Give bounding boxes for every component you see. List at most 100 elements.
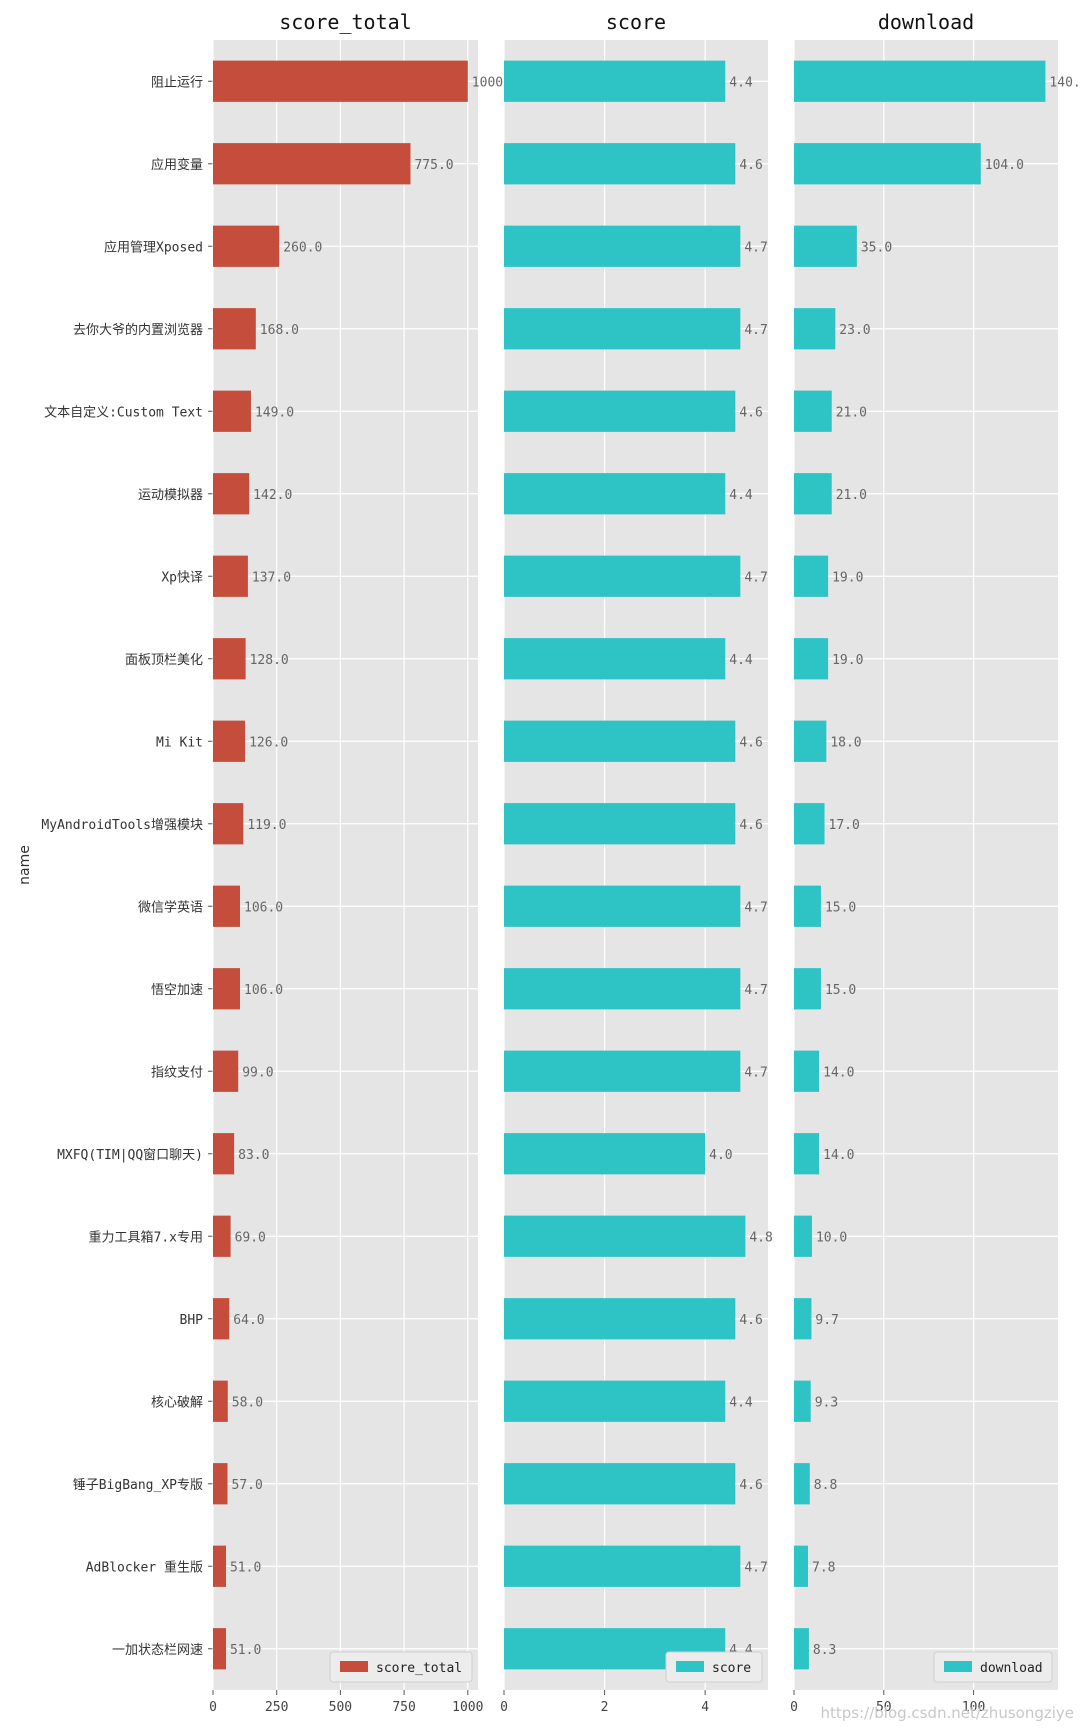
bar-score_total	[213, 1050, 239, 1092]
bar-download	[794, 1215, 812, 1257]
bar-score	[504, 885, 741, 927]
legend-box	[933, 1651, 1053, 1683]
value-label: 4.6	[739, 818, 762, 833]
bar-download	[794, 1545, 809, 1587]
bar-score	[504, 1215, 746, 1257]
value-label: 4.4	[729, 1395, 753, 1410]
x-tick-label: 1000	[452, 1700, 483, 1715]
panel-background	[794, 40, 1058, 1690]
x-tick-label: 0	[790, 1700, 798, 1715]
bar-score	[504, 308, 741, 350]
bar-score	[504, 968, 741, 1010]
value-label: 4.8	[749, 1230, 772, 1245]
value-label: 14.0	[823, 1148, 854, 1163]
value-label: 7.8	[812, 1560, 835, 1575]
bar-download	[794, 143, 981, 185]
bar-score_total	[213, 60, 468, 102]
x-tick-label: 4	[701, 1700, 709, 1715]
x-tick-label: 750	[392, 1700, 415, 1715]
category-label: 文本自定义:Custom Text	[44, 405, 203, 420]
value-label: 137.0	[252, 570, 291, 585]
bar-download	[794, 803, 825, 845]
category-label: MyAndroidTools增强模块	[41, 818, 203, 833]
bar-download	[794, 1133, 820, 1175]
category-label: MXFQ(TIM|QQ窗口聊天)	[57, 1147, 203, 1163]
watermark-text: https://blog.csdn.net/zhusongziye	[820, 1704, 1074, 1722]
y-axis-label: name	[17, 845, 33, 885]
bar-download	[794, 638, 829, 680]
value-label: 4.4	[729, 653, 753, 668]
bar-score	[504, 60, 726, 102]
value-label: 4.6	[739, 1478, 762, 1493]
bar-score	[504, 803, 736, 845]
bar-score_total	[213, 720, 246, 762]
value-label: 775.0	[414, 158, 453, 173]
value-label: 126.0	[249, 735, 288, 750]
value-label: 35.0	[861, 240, 892, 255]
bar-score_total	[213, 1545, 226, 1587]
bar-download	[794, 720, 827, 762]
bar-score	[504, 638, 726, 680]
value-label: 4.6	[739, 158, 762, 173]
bar-score	[504, 1133, 706, 1175]
category-label: 应用管理Xposed	[104, 239, 203, 255]
category-label: 悟空加速	[151, 983, 203, 998]
panel-title: score_total	[279, 10, 411, 34]
bar-score_total	[213, 225, 280, 267]
category-label: 面板顶栏美化	[125, 653, 203, 668]
legend-swatch	[944, 1661, 972, 1672]
value-label: 4.7	[744, 1560, 767, 1575]
value-label: 15.0	[825, 983, 856, 998]
x-tick-label: 0	[500, 1700, 508, 1715]
bar-download	[794, 1380, 811, 1422]
bar-score_total	[213, 308, 256, 350]
legend-swatch	[676, 1661, 704, 1672]
value-label: 4.6	[739, 735, 762, 750]
value-label: 4.4	[729, 488, 753, 503]
value-label: 23.0	[839, 323, 870, 338]
bar-score	[504, 390, 736, 432]
bar-score_total	[213, 1380, 228, 1422]
value-label: 106.0	[244, 900, 283, 915]
bar-score_total	[213, 1628, 226, 1670]
panel-score: 4.4 4.6 4.7 4.7 4.6 4.4 4.7 4.4 4.6 4.6 4.7 4.7 4.7 4…	[500, 10, 773, 1715]
bar-score	[504, 720, 736, 762]
legend: download	[933, 1651, 1053, 1683]
category-label: 去你大爷的内置浏览器	[73, 322, 203, 338]
bar-download	[794, 60, 1046, 102]
value-label: 9.3	[815, 1395, 838, 1410]
bar-score	[504, 1545, 741, 1587]
bar-score	[504, 555, 741, 597]
bar-score_total	[213, 555, 248, 597]
value-label: 14.0	[823, 1065, 854, 1080]
bar-score_total	[213, 1463, 228, 1505]
value-label: 119.0	[247, 818, 286, 833]
category-label: 应用变量	[151, 157, 203, 173]
legend-label: score_total	[376, 1661, 462, 1676]
value-label: 140.0	[1049, 75, 1080, 90]
x-tick-label: 2	[601, 1700, 609, 1715]
value-label: 9.7	[815, 1313, 838, 1328]
bar-score	[504, 143, 736, 185]
bar-download	[794, 1298, 812, 1340]
category-label: 阻止运行	[151, 75, 203, 90]
bar-download	[794, 968, 821, 1010]
bar-score_total	[213, 885, 241, 927]
value-label: 19.0	[832, 570, 863, 585]
bar-download	[794, 1050, 820, 1092]
bar-score	[504, 1380, 726, 1422]
value-label: 51.0	[230, 1560, 261, 1575]
value-label: 142.0	[253, 488, 292, 503]
panel-score_total: 1000.0775.0260.0168.0149.0142.0137.0128.…	[209, 10, 519, 1715]
panel-title: score	[606, 10, 666, 34]
bar-score	[504, 1050, 741, 1092]
value-label: 128.0	[250, 653, 289, 668]
value-label: 17.0	[829, 818, 860, 833]
value-label: 10.0	[816, 1230, 847, 1245]
category-label: 运动模拟器	[138, 488, 203, 503]
value-label: 21.0	[836, 405, 867, 420]
legend: score_total	[329, 1651, 473, 1683]
category-label: 一加状态栏网速	[112, 1643, 203, 1658]
value-label: 21.0	[836, 488, 867, 503]
